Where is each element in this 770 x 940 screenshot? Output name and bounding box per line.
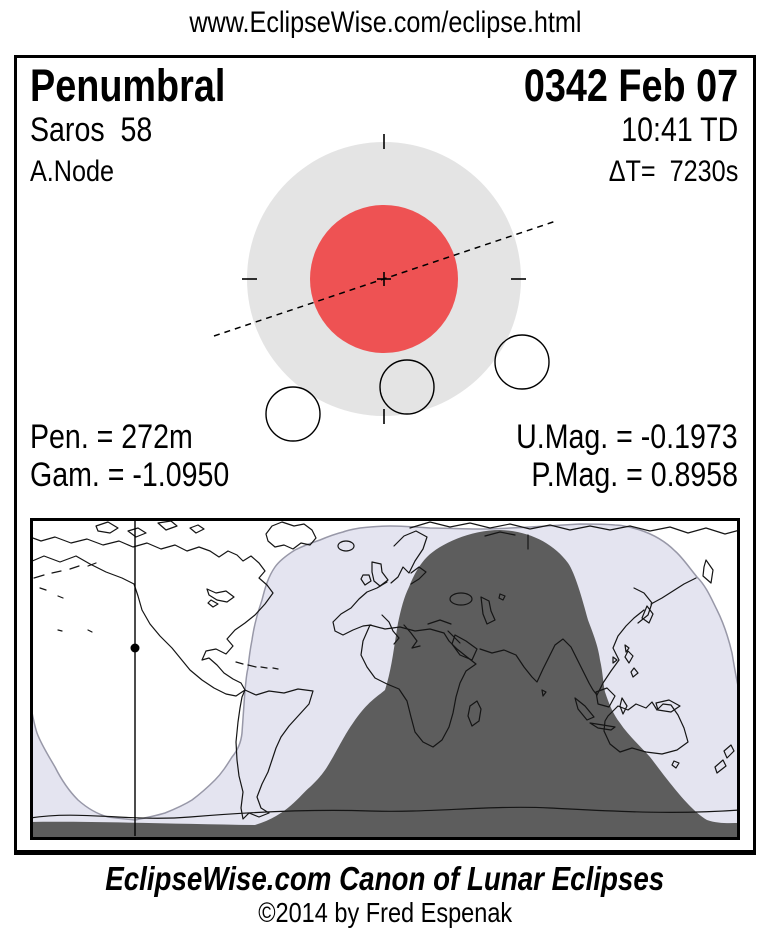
site-url-label: www.EclipseWise.com/eclipse.html — [188, 6, 582, 39]
node-label: A.Node — [30, 155, 115, 188]
arctic-islands — [95, 520, 205, 538]
delta-t-label: ΔT= 7230s — [608, 155, 738, 188]
indonesia-coastline — [574, 687, 681, 731]
madagascar-coastline — [467, 700, 482, 727]
australia-coastline — [603, 701, 689, 769]
south-america-coastline — [235, 688, 314, 820]
coastlines — [30, 520, 740, 820]
center-crosshair — [377, 272, 391, 286]
visibility-map — [30, 518, 740, 840]
moon-disk-greatest — [379, 359, 435, 415]
caspian-sea — [480, 593, 506, 625]
pacific-islets — [39, 587, 93, 633]
iceland-coastline — [337, 540, 355, 552]
site-url-text: www.EclipseWise.com/eclipse.html — [0, 7, 770, 39]
outer-frame — [14, 55, 756, 855]
east-asia-coastline — [596, 559, 714, 696]
africa-coastline — [360, 624, 477, 748]
greenland-coastline — [265, 521, 317, 550]
moon-disk-p4 — [494, 334, 550, 390]
british-isles-coastline — [360, 561, 389, 587]
scandinavia-coastline — [390, 530, 428, 585]
antarctica-coastline — [30, 806, 740, 819]
penumbral-magnitude-value: P.Mag. = 0.8958 — [531, 456, 738, 494]
full-visibility-region — [30, 530, 740, 838]
axis-tick-marks — [242, 134, 526, 424]
new-zealand-coastline — [714, 744, 735, 774]
north-america-coastline — [30, 536, 274, 697]
moon-disk-p1 — [265, 386, 321, 442]
visibility-boundary-curve — [30, 523, 740, 821]
gamma-value: Gam. = -1.0950 — [30, 456, 230, 494]
eclipse-type-title: Penumbral — [30, 60, 226, 111]
umbral-magnitude-value: U.Mag. = -0.1973 — [516, 418, 738, 456]
philippines-coastline — [624, 650, 639, 678]
arabia-coastline — [451, 634, 478, 661]
eclipse-geometry-figure — [213, 134, 557, 442]
no-visibility-region — [30, 518, 740, 820]
caribbean-islands — [235, 661, 279, 670]
taiwan-hainan — [612, 644, 630, 664]
footer-copyright: ©2014 by Fred Espenak — [258, 897, 512, 928]
eclipse-date-title: 0342 Feb 07 — [523, 60, 738, 111]
black-sea — [449, 592, 473, 606]
great-lakes — [206, 588, 235, 608]
sublunar-point — [130, 643, 140, 653]
penumbral-duration-value: Pen. = 272m — [30, 418, 193, 456]
europe-coastline — [332, 581, 452, 649]
aleutian-islands — [33, 562, 97, 579]
arctic-russia-coastline — [409, 521, 740, 550]
india-coastline — [479, 638, 598, 697]
footer-title: EclipseWise.com Canon of Lunar Eclipses — [105, 860, 665, 897]
saros-label: Saros 58 — [30, 111, 153, 149]
moon-positions — [265, 334, 550, 442]
japan-coastline — [633, 587, 653, 624]
time-label: 10:41 TD — [621, 111, 738, 149]
map-border — [30, 518, 740, 840]
